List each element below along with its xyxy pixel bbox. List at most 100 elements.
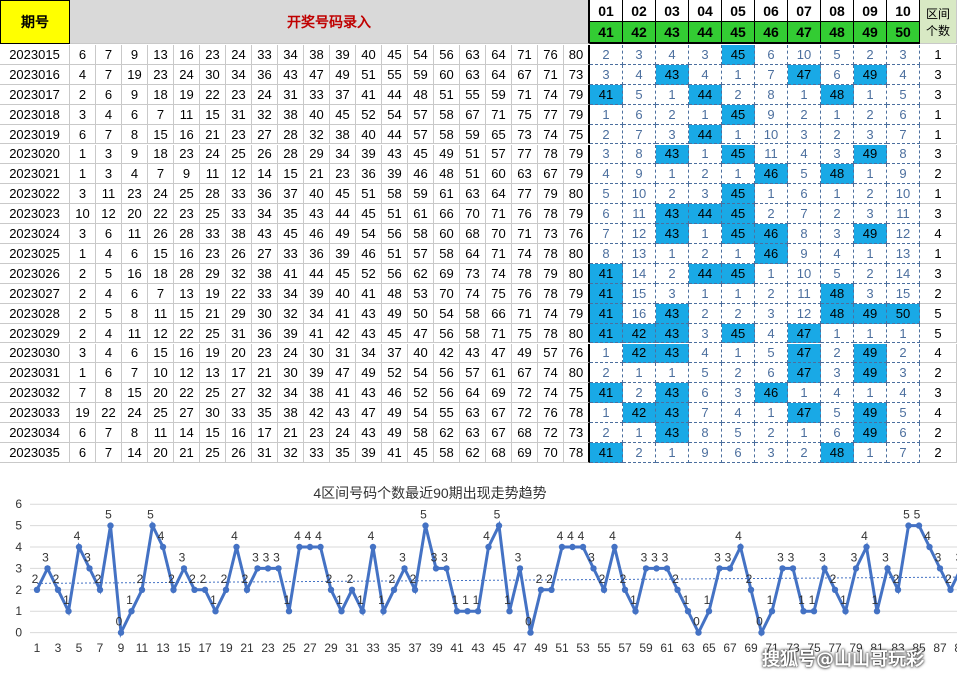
number-cell: 71 <box>486 204 512 225</box>
number-cell: 4 <box>96 104 122 125</box>
data-point <box>443 565 450 572</box>
zone-hit-cell: 45 <box>722 204 755 225</box>
data-point <box>296 543 303 551</box>
zone-miss-cell: 4 <box>689 343 722 364</box>
zone-miss-cell: 2 <box>887 343 920 364</box>
number-cell: 23 <box>200 244 226 264</box>
data-point <box>117 629 125 636</box>
number-cell: 63 <box>460 423 486 443</box>
zone-hit-cell: 44 <box>689 263 722 284</box>
zone-miss-cell: 10 <box>887 184 920 205</box>
x-tick-label: 71 <box>765 641 779 655</box>
number-cell: 31 <box>226 104 252 125</box>
zone-miss-cell: 1 <box>722 244 755 264</box>
x-tick-label: 83 <box>891 641 905 655</box>
watermark: 搜狐号@山山哥玩彩 <box>762 649 924 670</box>
number-cell: 61 <box>434 184 460 205</box>
data-point <box>810 608 818 615</box>
zone-miss-cell: 1 <box>821 104 854 125</box>
data-point <box>663 565 671 572</box>
number-cell: 41 <box>356 283 382 304</box>
zone-miss-cell: 3 <box>590 64 623 85</box>
number-cell: 38 <box>252 263 278 284</box>
number-cell: 58 <box>460 303 486 324</box>
number-cell: 43 <box>356 323 382 344</box>
data-label: 1 <box>63 593 70 607</box>
zone-miss-cell: 5 <box>590 184 623 205</box>
data-label: 3 <box>882 550 889 564</box>
number-cell: 72 <box>512 403 538 424</box>
period-cell: 2023021 <box>0 164 70 185</box>
number-cell: 11 <box>122 224 148 244</box>
data-point <box>915 522 923 529</box>
number-cell: 28 <box>174 224 200 244</box>
number-cell: 63 <box>460 45 486 65</box>
count-cell: 2 <box>920 164 957 185</box>
data-label: 2 <box>536 572 543 586</box>
number-cell: 39 <box>330 244 356 264</box>
number-cell: 60 <box>486 164 512 185</box>
number-cell: 4 <box>96 323 122 344</box>
number-cell: 23 <box>148 64 174 85</box>
zone-miss-cell: 5 <box>887 403 920 424</box>
data-point <box>422 522 429 529</box>
zone-hit-cell: 41 <box>590 283 623 304</box>
number-cell: 28 <box>278 144 304 165</box>
data-label: 5 <box>105 508 112 522</box>
zone-hit-cell: 50 <box>887 303 920 324</box>
number-cell: 19 <box>174 84 200 105</box>
number-cell: 53 <box>408 283 434 304</box>
zone-miss-cell: 9 <box>887 164 920 185</box>
number-cell: 38 <box>330 124 356 145</box>
zone-hit-cell: 45 <box>722 323 755 344</box>
x-tick-label: 13 <box>156 641 170 655</box>
number-cell: 47 <box>486 343 512 364</box>
count-cell: 3 <box>920 263 957 284</box>
number-cell: 13 <box>200 363 226 384</box>
data-point <box>947 586 954 593</box>
x-tick-label: 89 <box>954 641 957 655</box>
data-label: 4 <box>315 529 322 543</box>
period-cell: 2023031 <box>0 363 70 384</box>
number-cell: 34 <box>278 283 304 304</box>
number-cell: 63 <box>460 64 486 85</box>
data-point <box>380 608 387 615</box>
number-cell: 71 <box>512 224 538 244</box>
zone-miss-cell: 2 <box>755 283 788 304</box>
number-cell: 24 <box>148 184 174 205</box>
zone-miss-cell: 3 <box>590 144 623 165</box>
y-tick-label: 4 <box>15 540 22 554</box>
number-cell: 41 <box>278 263 304 284</box>
number-cell: 14 <box>174 423 200 443</box>
number-cell: 18 <box>148 263 174 284</box>
data-label: 2 <box>189 572 196 586</box>
number-cell: 62 <box>408 263 434 284</box>
data-label: 2 <box>221 572 228 586</box>
x-tick-label: 67 <box>723 641 737 655</box>
number-cell: 3 <box>70 224 96 244</box>
zone-miss-cell: 4 <box>887 64 920 85</box>
data-label: 2 <box>95 572 102 586</box>
number-cell: 9 <box>122 45 148 65</box>
data-point <box>149 522 156 529</box>
zone-miss-cell: 1 <box>854 323 887 344</box>
data-label: 2 <box>410 572 417 586</box>
number-cell: 56 <box>434 45 460 65</box>
number-cell: 63 <box>512 164 538 185</box>
number-cell: 76 <box>564 343 590 364</box>
number-cell: 42 <box>434 343 460 364</box>
number-cell: 49 <box>382 403 408 424</box>
number-cell: 32 <box>278 303 304 324</box>
number-cell: 77 <box>538 104 564 125</box>
number-cell: 80 <box>564 184 590 205</box>
number-cell: 73 <box>538 224 564 244</box>
zone-miss-cell: 6 <box>887 104 920 125</box>
data-point <box>842 608 849 615</box>
number-cell: 15 <box>148 124 174 145</box>
zone-miss-cell: 2 <box>689 244 722 264</box>
number-cell: 49 <box>512 343 538 364</box>
number-cell: 27 <box>226 383 252 404</box>
number-cell: 78 <box>564 443 590 463</box>
data-label: 5 <box>903 508 910 522</box>
zone-miss-cell: 15 <box>887 283 920 304</box>
